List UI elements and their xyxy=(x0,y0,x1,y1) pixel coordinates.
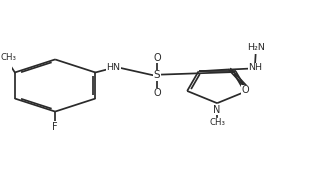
Text: HN: HN xyxy=(106,63,121,72)
Text: CH₃: CH₃ xyxy=(209,118,225,127)
Text: O: O xyxy=(241,85,249,95)
Text: NH: NH xyxy=(249,63,263,72)
Text: N: N xyxy=(213,104,221,115)
Text: O: O xyxy=(153,53,161,63)
Text: CH₃: CH₃ xyxy=(1,53,17,62)
Text: S: S xyxy=(154,70,161,80)
Text: F: F xyxy=(52,122,58,132)
Text: O: O xyxy=(153,88,161,98)
Text: H₂N: H₂N xyxy=(247,43,264,52)
